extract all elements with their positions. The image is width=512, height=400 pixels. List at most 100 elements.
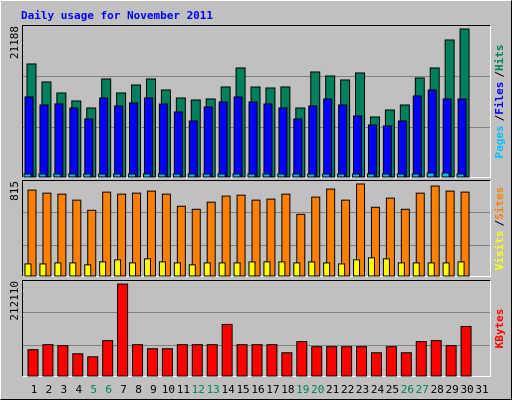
bar xyxy=(296,341,308,377)
bar xyxy=(39,263,47,277)
bar xyxy=(457,98,467,178)
bar xyxy=(117,283,129,377)
bar xyxy=(84,118,94,178)
legend: KBytes xyxy=(493,309,506,349)
x-tick-label: 26 xyxy=(401,383,414,396)
bar xyxy=(129,102,139,178)
plot-border-dark xyxy=(22,25,491,178)
x-tick-label: 2 xyxy=(46,383,53,396)
bar xyxy=(24,263,32,277)
bar xyxy=(323,98,333,178)
bar xyxy=(278,107,288,178)
bar xyxy=(292,173,301,178)
bar xyxy=(87,209,97,277)
x-tick-label: 7 xyxy=(120,383,127,396)
bar xyxy=(338,104,348,178)
x-tick-label: 3 xyxy=(61,383,68,396)
bar xyxy=(370,352,382,377)
bar xyxy=(236,344,248,377)
bar xyxy=(172,173,181,178)
x-tick-label: 1 xyxy=(31,383,38,396)
bar xyxy=(113,173,122,178)
bar xyxy=(326,346,338,377)
legend-entry: Visits xyxy=(493,231,506,271)
bar xyxy=(427,89,437,178)
x-tick-label: 22 xyxy=(341,383,354,396)
bar xyxy=(146,348,158,377)
bar xyxy=(99,261,107,277)
bar xyxy=(27,189,37,277)
bar xyxy=(411,173,420,178)
bar xyxy=(191,344,203,377)
x-tick-label: 18 xyxy=(281,383,294,396)
x-tick-label: 4 xyxy=(75,383,82,396)
bar xyxy=(202,173,211,178)
bar xyxy=(456,173,465,178)
bar xyxy=(326,188,336,277)
bar xyxy=(248,101,258,178)
bar xyxy=(232,173,241,178)
bar xyxy=(143,258,151,277)
bar xyxy=(23,173,32,178)
legend-entry: KBytes xyxy=(493,309,506,349)
x-tick-label: 16 xyxy=(251,383,264,396)
bar xyxy=(221,195,231,277)
plot-border-dark xyxy=(22,280,491,377)
bar xyxy=(308,261,316,277)
bar xyxy=(69,262,77,277)
bar xyxy=(382,258,390,277)
bar xyxy=(460,325,472,377)
bar xyxy=(69,107,79,178)
bar xyxy=(338,263,346,277)
bar xyxy=(277,173,286,178)
bar xyxy=(415,341,427,377)
x-tick-label: 28 xyxy=(431,383,444,396)
bar xyxy=(188,264,196,277)
bar xyxy=(221,323,233,377)
bar xyxy=(233,96,243,178)
x-tick-label: 13 xyxy=(207,383,220,396)
bar xyxy=(251,344,263,377)
bar xyxy=(247,173,256,178)
x-tick-label: 11 xyxy=(177,383,190,396)
bar xyxy=(158,103,168,178)
bar xyxy=(117,193,127,277)
legend-entry: Sites xyxy=(493,187,506,220)
bar xyxy=(352,173,361,178)
bar xyxy=(173,111,183,178)
bar xyxy=(322,173,331,178)
bar xyxy=(356,183,366,277)
legend-entry: Pages xyxy=(493,125,506,158)
bar xyxy=(217,173,226,178)
y-tick-label: 815 xyxy=(8,181,21,201)
bar xyxy=(27,349,39,377)
bar xyxy=(296,213,306,277)
bar xyxy=(460,191,470,277)
bar xyxy=(311,346,323,377)
bar xyxy=(400,208,410,277)
bar xyxy=(445,190,455,277)
title: Daily usage for November 2011 xyxy=(21,9,213,22)
bar xyxy=(266,198,276,277)
legend-separator: / xyxy=(493,71,506,78)
bar xyxy=(54,262,62,277)
x-tick-label: 17 xyxy=(266,383,279,396)
bar xyxy=(39,104,49,178)
bar xyxy=(233,262,241,277)
x-tick-label: 25 xyxy=(386,383,399,396)
bar xyxy=(397,120,407,178)
bar xyxy=(143,97,153,178)
legend: Pages/Files/Hits xyxy=(493,45,506,159)
bar xyxy=(263,261,271,277)
x-tick-label: 20 xyxy=(311,383,324,396)
bar xyxy=(381,173,390,178)
bar xyxy=(187,173,196,178)
x-tick-label: 5 xyxy=(90,383,97,396)
bar xyxy=(441,172,450,178)
legend-entry: Files xyxy=(493,82,506,115)
bar xyxy=(281,193,291,277)
bar xyxy=(397,262,405,277)
bar xyxy=(307,173,316,178)
